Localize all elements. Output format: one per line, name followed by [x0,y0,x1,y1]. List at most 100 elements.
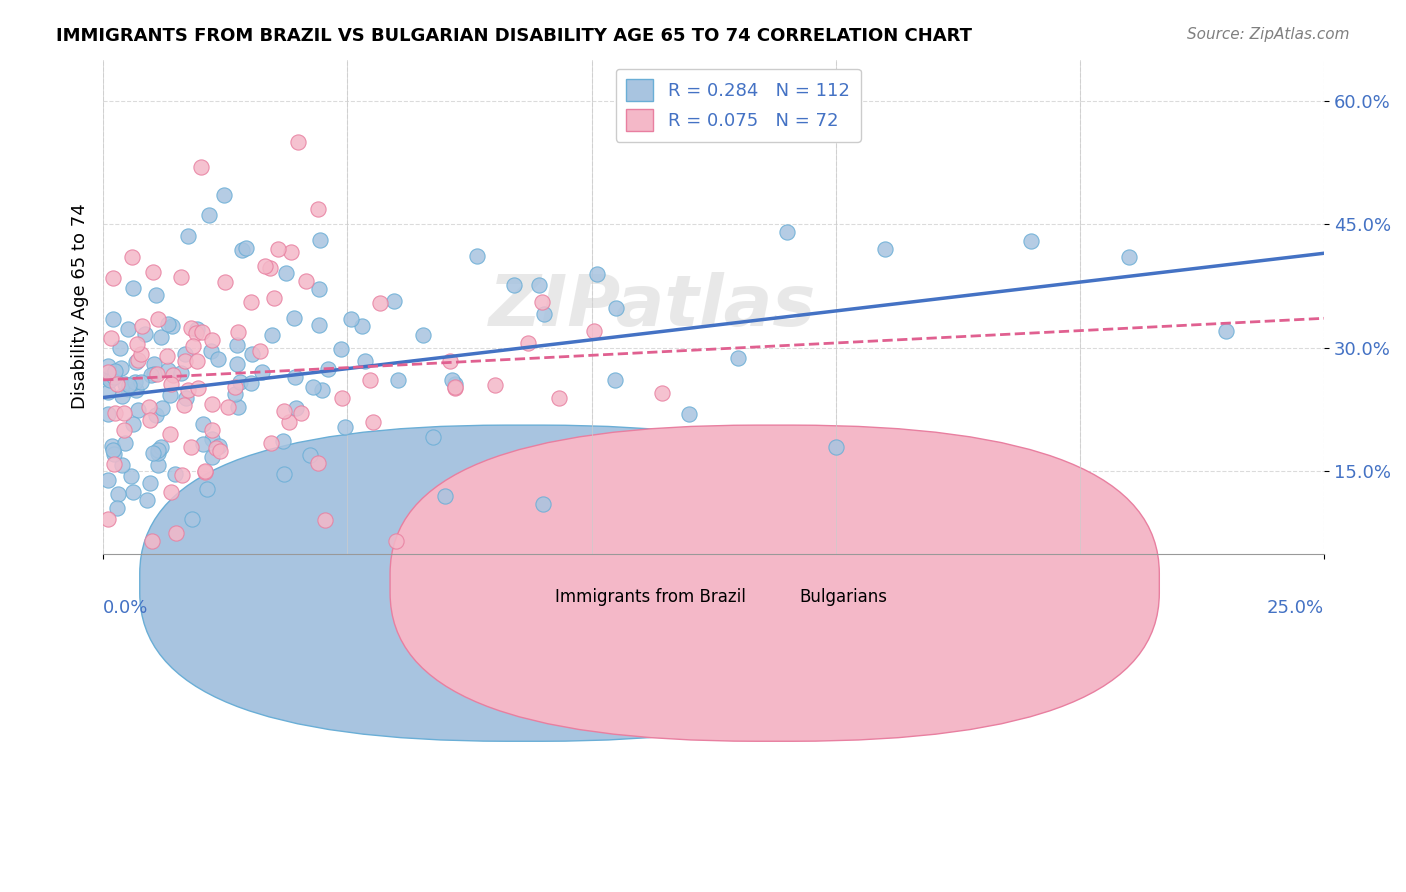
Point [131,319,153,334]
Point [193,417,215,431]
Point [212,187,235,202]
Point [280,244,302,259]
Point [131,346,153,360]
Point [214,275,236,289]
Point [165,526,187,541]
Point [173,347,195,361]
Point [873,242,896,256]
Point [160,319,183,334]
Point [138,400,160,414]
Point [252,365,274,379]
Point [100,331,122,345]
Point [308,282,330,296]
Point [150,401,173,415]
Point [139,412,162,426]
Point [124,375,146,389]
Point [136,492,159,507]
Point [335,420,357,434]
Point [287,135,309,149]
Point [159,427,181,442]
Point [517,335,540,350]
Point [678,407,700,421]
Point [121,417,143,431]
Point [160,377,183,392]
Point [200,344,222,359]
Point [111,389,134,403]
Text: 0.0%: 0.0% [103,599,149,617]
Point [156,349,179,363]
Point [101,312,124,326]
Point [112,423,135,437]
Point [651,386,673,401]
Point [776,226,799,240]
Point [138,476,160,491]
Point [122,281,145,295]
Point [259,260,281,275]
Point [254,259,277,273]
Point [387,373,409,387]
Point [121,485,143,500]
Point [114,435,136,450]
Point [295,274,318,288]
Point [97,407,120,421]
Point [112,405,135,419]
Point [200,450,222,465]
Point [180,321,202,335]
Point [263,291,285,305]
Point [104,406,127,420]
Y-axis label: Disability Age 65 to 74: Disability Age 65 to 74 [72,203,89,409]
Point [278,415,301,429]
Point [170,468,193,483]
Point [190,160,212,174]
Text: Immigrants from Brazil: Immigrants from Brazil [555,588,745,607]
Point [239,294,262,309]
Point [173,353,195,368]
Point [273,467,295,482]
Point [314,513,336,527]
Point [146,445,169,459]
Point [107,486,129,500]
Text: IMMIGRANTS FROM BRAZIL VS BULGARIAN DISABILITY AGE 65 TO 74 CORRELATION CHART: IMMIGRANTS FROM BRAZIL VS BULGARIAN DISA… [56,27,972,45]
Point [162,368,184,383]
Point [354,354,377,368]
Point [439,354,461,368]
Point [443,380,465,394]
Point [114,377,136,392]
Point [191,325,214,339]
Point [271,434,294,448]
Point [434,489,457,503]
Point [285,401,308,416]
Point [1215,324,1237,338]
Point [361,415,384,429]
Point [444,382,467,396]
Point [191,437,214,451]
Point [229,375,252,389]
Point [101,271,124,285]
Point [125,337,148,351]
Point [329,343,352,357]
FancyBboxPatch shape [389,425,1160,741]
Point [276,266,298,280]
Point [110,361,132,376]
Point [201,432,224,446]
Point [318,362,340,376]
Point [125,384,148,398]
Point [217,400,239,414]
Point [225,337,247,351]
Point [176,384,198,398]
Point [273,404,295,418]
Point [194,463,217,477]
Point [170,269,193,284]
Point [308,318,330,333]
Point [444,376,467,391]
Point [283,310,305,325]
Point [103,458,125,472]
Point [503,277,526,292]
Point [824,440,846,454]
Point [224,380,246,394]
Point [97,474,120,488]
Point [174,392,197,406]
Point [97,371,120,385]
Point [727,351,749,365]
Point [235,241,257,255]
